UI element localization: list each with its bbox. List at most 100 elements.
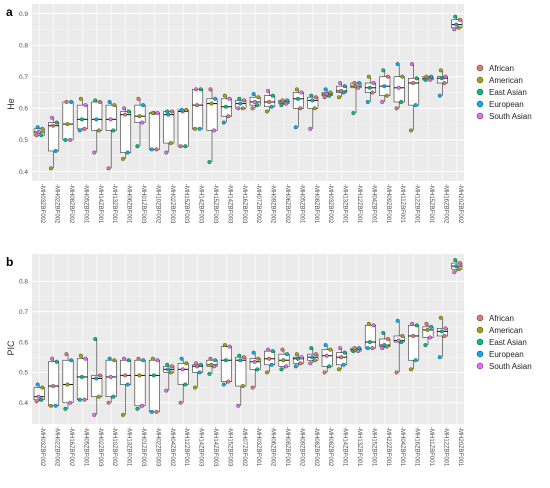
- y-tick-label: 0.6: [19, 106, 28, 113]
- panel-a-ylabel: He: [6, 98, 16, 110]
- population-point: [64, 99, 69, 104]
- box-MH09ZBF001: [379, 68, 391, 104]
- population-point: [240, 384, 245, 389]
- population-point: [424, 74, 429, 79]
- population-point: [168, 141, 173, 146]
- box-iqr: [33, 387, 45, 401]
- population-point: [285, 352, 290, 357]
- x-tick-label: -MH13ZBF001: [342, 184, 348, 224]
- x-tick-label: -MH14ZBF003: [198, 427, 204, 467]
- population-point: [381, 330, 386, 335]
- population-point: [183, 144, 188, 149]
- population-point: [155, 111, 160, 116]
- population-point: [212, 128, 217, 133]
- population-point: [424, 321, 429, 326]
- population-point: [93, 98, 98, 103]
- population-point: [251, 92, 256, 97]
- box-iqr: [76, 358, 88, 401]
- population-point: [78, 96, 83, 101]
- population-point: [149, 147, 154, 152]
- population-point: [384, 93, 389, 98]
- legend-item: East Asian: [476, 88, 527, 97]
- box-iqr: [62, 359, 74, 404]
- legend-label: South Asian: [489, 362, 532, 371]
- population-point: [69, 99, 74, 104]
- population-point: [126, 358, 131, 363]
- box-MH14ZBF003: [220, 93, 232, 125]
- population-point: [324, 92, 329, 97]
- box-MH10ZBF002: [105, 356, 117, 405]
- population-point: [324, 353, 329, 358]
- population-point: [265, 370, 270, 375]
- population-point: [227, 344, 232, 349]
- population-point: [241, 98, 246, 103]
- legend-item: American: [476, 326, 523, 335]
- panel-a-gridlines: [32, 4, 464, 181]
- population-point: [112, 358, 117, 363]
- box-MH02ZBF003: [91, 337, 103, 417]
- panel-b-ylabel: PIC: [6, 340, 16, 356]
- box-MH22ZBF001: [379, 330, 391, 351]
- box-MH08ZBF001: [307, 93, 319, 131]
- population-point: [222, 343, 227, 348]
- y-tick-label: 0.5: [19, 370, 28, 377]
- population-point: [328, 90, 333, 95]
- x-tick-label: -MH16ZBF003: [241, 184, 247, 224]
- population-point: [367, 85, 372, 90]
- population-point: [351, 111, 356, 116]
- population-point: [443, 326, 448, 331]
- population-point: [227, 96, 232, 101]
- population-point: [150, 356, 155, 361]
- population-point: [36, 130, 41, 135]
- population-point: [328, 347, 333, 352]
- population-point: [49, 166, 54, 171]
- panel-b-gridlines: [32, 254, 464, 424]
- population-point: [413, 103, 418, 108]
- box-iqr: [48, 122, 60, 152]
- population-point: [79, 374, 84, 379]
- population-point: [136, 96, 141, 101]
- population-point: [456, 25, 461, 30]
- x-tick-label: -MH12ZBF001: [442, 427, 448, 467]
- population-point: [240, 106, 245, 111]
- population-point: [438, 315, 443, 320]
- population-point: [198, 87, 203, 92]
- x-tick-label: -MH03ZBF001: [255, 427, 261, 467]
- population-point: [410, 321, 415, 326]
- box-MH14ZBF001: [91, 98, 103, 155]
- population-point: [197, 126, 202, 131]
- population-point: [165, 362, 170, 367]
- population-point: [207, 160, 212, 165]
- population-point: [310, 355, 315, 360]
- population-point: [121, 156, 126, 161]
- box-MH16ZBF002: [62, 352, 74, 411]
- population-point: [193, 126, 198, 131]
- population-point: [338, 81, 343, 86]
- box-MH08ZBF002: [62, 99, 74, 142]
- population-point: [295, 96, 300, 101]
- x-tick-label: -MH03ZBF002: [327, 184, 333, 224]
- population-point: [169, 364, 174, 369]
- population-point: [237, 96, 242, 101]
- population-point: [437, 355, 442, 360]
- population-point: [452, 27, 457, 32]
- population-point: [154, 147, 159, 152]
- x-tick-label: -MH13ZBF001: [356, 427, 362, 467]
- x-tick-label: -MH14ZBF003: [198, 184, 204, 224]
- population-point: [223, 104, 228, 109]
- x-tick-label: -MH16ZBF002: [68, 427, 74, 467]
- box-MH03ZBF001: [249, 350, 261, 390]
- population-point: [92, 412, 97, 417]
- population-point: [137, 114, 142, 119]
- panel-a-boxes: [33, 14, 463, 171]
- box-MH16ZBF003: [235, 96, 247, 111]
- population-point: [411, 333, 416, 338]
- x-tick-label: -MH03ZBF002: [39, 427, 45, 467]
- box-MH06ZBF001: [120, 106, 132, 161]
- population-point: [238, 358, 243, 363]
- x-tick-label: -MH14ZBF003: [212, 427, 218, 467]
- population-point: [453, 14, 458, 19]
- population-point: [164, 388, 169, 393]
- population-point: [184, 361, 189, 366]
- population-point: [51, 123, 56, 128]
